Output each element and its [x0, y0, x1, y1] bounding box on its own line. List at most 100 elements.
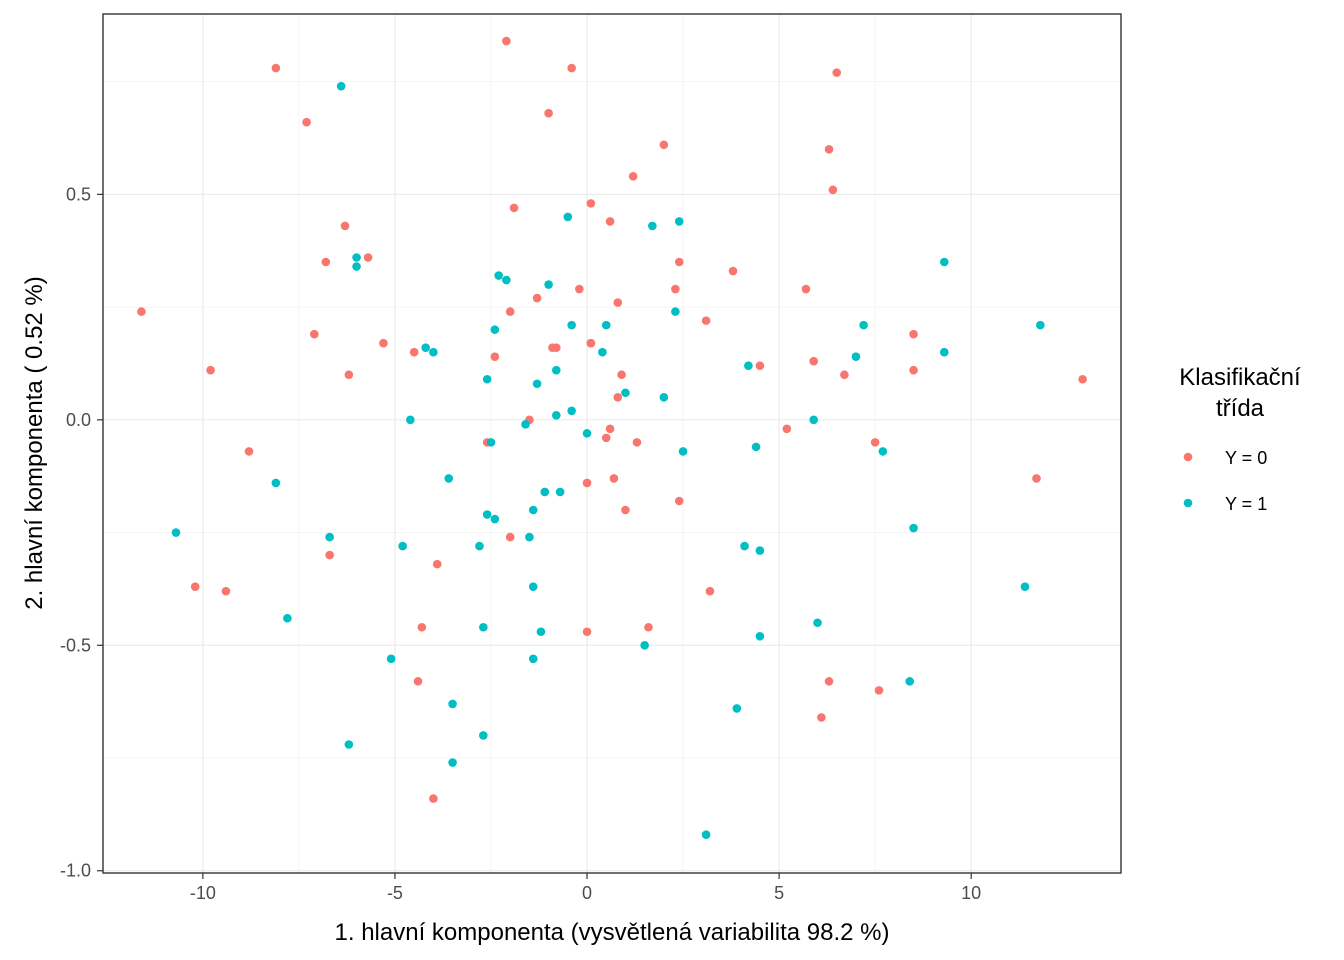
point-y0: [363, 253, 373, 262]
point-y0: [429, 794, 438, 803]
point-y0: [509, 203, 519, 213]
point-y0: [644, 622, 653, 632]
legend-title-line-2: třída: [1216, 395, 1265, 422]
point-y1: [555, 487, 565, 497]
point-y0: [490, 352, 500, 361]
point-y1: [352, 253, 361, 262]
point-y0: [609, 474, 619, 483]
point-y1: [528, 654, 538, 664]
point-y1: [755, 546, 765, 555]
point-y1: [744, 361, 753, 371]
point-y0: [828, 185, 838, 195]
x-tick-label: -10: [190, 883, 216, 903]
point-y1: [851, 352, 861, 361]
point-y1: [336, 81, 346, 91]
point-y1: [678, 447, 688, 456]
point-y0: [674, 496, 684, 506]
point-y0: [605, 424, 615, 434]
point-y1: [878, 447, 888, 456]
point-y1: [939, 347, 949, 357]
y-tick-label: -1.0: [60, 861, 91, 881]
point-y0: [632, 438, 642, 447]
point-y0: [840, 370, 849, 380]
point-y1: [271, 478, 281, 488]
point-y0: [582, 478, 592, 488]
point-y1: [540, 487, 550, 497]
point-y0: [659, 140, 669, 150]
point-y0: [340, 221, 350, 231]
point-y1: [809, 415, 818, 425]
point-y1: [490, 325, 500, 334]
point-y0: [1032, 474, 1041, 483]
x-axis-ticks: -10 -5 0 5 10: [190, 873, 981, 903]
point-y1: [448, 699, 457, 709]
point-y0: [505, 307, 515, 316]
point-y1: [525, 532, 534, 542]
x-tick-label: 0: [582, 883, 592, 903]
point-y0: [613, 298, 623, 307]
point-y0: [417, 622, 427, 632]
point-y1: [406, 415, 415, 425]
point-y0: [824, 677, 834, 686]
point-y0: [309, 329, 319, 339]
point-y1: [563, 212, 573, 222]
point-y0: [505, 532, 515, 542]
point-y1: [813, 618, 822, 628]
point-y0: [909, 329, 918, 339]
point-y0: [190, 582, 200, 591]
point-y1: [567, 406, 576, 416]
grid-minor-lines: [103, 14, 1121, 873]
legend-key-y0: [1183, 452, 1193, 462]
point-y1: [671, 307, 680, 316]
point-y0: [755, 361, 765, 371]
point-y1: [352, 262, 361, 271]
point-y1: [486, 438, 496, 447]
legend-label-y1: Y = 1: [1225, 494, 1267, 514]
point-y0: [409, 347, 419, 357]
point-y1: [621, 388, 630, 398]
point-y1: [905, 677, 915, 686]
point-y1: [732, 704, 742, 713]
point-y0: [874, 686, 884, 695]
point-y1: [502, 275, 511, 285]
y-tick-label: 0.5: [66, 184, 91, 204]
point-y0: [613, 392, 623, 402]
point-y0: [909, 365, 918, 375]
point-y0: [674, 257, 684, 267]
point-y0: [701, 316, 711, 325]
point-y0: [502, 36, 511, 46]
point-y0: [628, 172, 638, 181]
point-y0: [325, 550, 334, 560]
point-y0: [817, 713, 826, 722]
point-y0: [567, 63, 576, 73]
point-y0: [728, 266, 738, 276]
point-y1: [544, 280, 553, 289]
point-y1: [755, 631, 765, 641]
point-y1: [494, 271, 503, 280]
point-y0: [617, 370, 626, 380]
point-y1: [479, 731, 488, 740]
point-y1: [532, 379, 542, 389]
point-y1: [601, 320, 611, 330]
point-y1: [701, 830, 711, 839]
point-y0: [271, 63, 281, 73]
point-y1: [398, 541, 407, 551]
legend-key-y1: [1183, 498, 1193, 508]
point-y0: [532, 293, 542, 303]
point-y0: [1078, 374, 1087, 384]
point-y1: [640, 640, 649, 650]
point-y0: [551, 343, 561, 352]
point-y1: [1020, 582, 1030, 591]
point-y0: [582, 627, 592, 637]
point-y0: [586, 199, 596, 208]
point-y1: [674, 217, 684, 226]
point-y1: [551, 365, 561, 375]
point-y1: [482, 510, 492, 519]
x-tick-label: 10: [961, 883, 981, 903]
point-y1: [490, 514, 500, 524]
legend: Klasifikační třída Y = 0 Y = 1: [1179, 364, 1301, 514]
point-y1: [283, 613, 292, 623]
point-y1: [859, 320, 868, 330]
point-y1: [567, 320, 576, 330]
